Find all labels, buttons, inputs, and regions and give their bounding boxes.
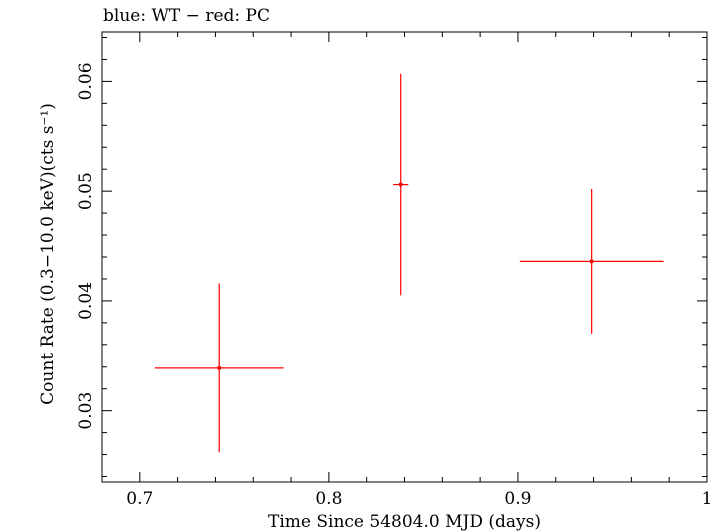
- chart-title: blue: WT − red: PC: [103, 6, 270, 26]
- x-tick-label: 0.9: [504, 489, 531, 509]
- x-tick-label: 0.7: [126, 489, 153, 509]
- y-tick-label: 0.04: [76, 282, 96, 320]
- axis-ticks: [101, 32, 708, 482]
- plot-frame: [101, 31, 708, 483]
- x-axis-label: Time Since 54804.0 MJD (days): [268, 512, 541, 532]
- data-point: [589, 259, 594, 264]
- x-tick-label: 1: [702, 489, 713, 509]
- y-tick-label: 0.03: [76, 392, 96, 430]
- x-tick-label: 0.8: [315, 489, 342, 509]
- y-tick-label: 0.05: [76, 172, 96, 210]
- y-axis-label: Count Rate (0.3−10.0 keV)(cts s⁻¹): [38, 103, 58, 405]
- data-points: [154, 73, 664, 453]
- axis-tick-labels: 0.7 0.8 0.9 1 0.03 0.04 0.05 0.06: [76, 62, 712, 509]
- data-point: [217, 365, 222, 370]
- y-tick-label: 0.06: [76, 62, 96, 100]
- data-point: [398, 182, 403, 187]
